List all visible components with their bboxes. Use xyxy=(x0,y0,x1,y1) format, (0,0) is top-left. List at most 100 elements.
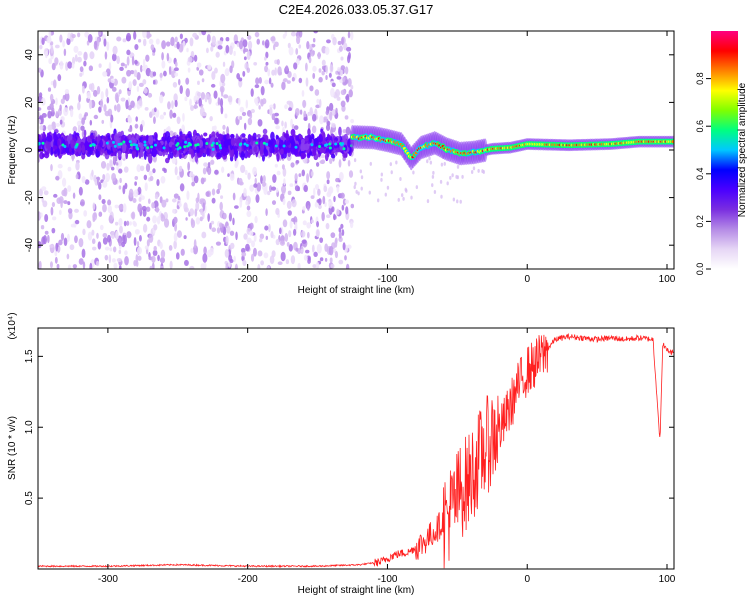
noise-mark xyxy=(96,232,99,239)
noise-mark xyxy=(43,47,49,56)
noise-mark xyxy=(281,120,284,127)
noise-core-mark xyxy=(290,138,296,148)
noise-peak-mark xyxy=(162,146,166,150)
noise-peak-mark xyxy=(342,147,346,151)
noise-mark xyxy=(165,41,171,47)
noise-mark xyxy=(236,73,241,80)
noise-mark xyxy=(308,256,311,262)
noise-peak-mark xyxy=(334,142,338,146)
noise-mark xyxy=(135,116,138,122)
noise-mark xyxy=(67,233,70,242)
noise-core-mark xyxy=(221,146,227,157)
noise-core-mark xyxy=(131,149,137,158)
noise-mark xyxy=(247,117,253,126)
noise-mark xyxy=(193,239,197,249)
noise-mark xyxy=(112,246,117,253)
noise-mark xyxy=(124,250,128,256)
noise-core-mark xyxy=(224,138,229,149)
noise-peak-mark xyxy=(294,145,298,149)
noise-mark xyxy=(197,80,200,85)
noise-mark xyxy=(185,77,190,85)
noise-mark xyxy=(54,256,58,264)
noise-mark xyxy=(142,31,147,39)
noise-mark xyxy=(306,222,312,229)
noise-mark xyxy=(133,189,139,198)
scatter-mark xyxy=(439,179,443,184)
noise-peak-mark xyxy=(129,143,133,147)
noise-mark xyxy=(96,85,101,95)
noise-mark xyxy=(282,219,288,228)
noise-mark xyxy=(186,190,190,201)
noise-core-mark xyxy=(275,138,279,146)
noise-peak-mark xyxy=(143,140,147,144)
noise-mark xyxy=(55,110,59,118)
noise-core-mark xyxy=(50,146,54,156)
noise-mark xyxy=(163,168,167,174)
noise-mark xyxy=(319,257,324,262)
noise-mark xyxy=(261,181,267,187)
noise-mark xyxy=(114,204,119,209)
noise-peak-mark xyxy=(41,141,45,145)
noise-mark xyxy=(159,72,163,78)
scatter-mark xyxy=(357,191,360,196)
noise-mark xyxy=(59,119,63,125)
noise-mark xyxy=(190,50,195,58)
noise-mark xyxy=(59,34,63,43)
scatter-mark xyxy=(369,161,372,166)
noise-mark xyxy=(350,118,355,124)
noise-mark xyxy=(229,173,235,181)
scatter-mark xyxy=(440,194,443,199)
noise-mark xyxy=(49,244,54,248)
noise-mark xyxy=(291,217,296,222)
noise-mark xyxy=(118,168,123,174)
noise-mark xyxy=(312,264,317,269)
noise-mark xyxy=(258,77,262,84)
noise-mark xyxy=(126,56,130,66)
noise-mark xyxy=(295,247,299,252)
noise-mark xyxy=(55,175,60,181)
noise-mark xyxy=(303,116,308,121)
scatter-mark xyxy=(355,189,358,194)
noise-mark xyxy=(103,38,107,47)
noise-mark xyxy=(299,109,303,115)
x-tick-label: 0 xyxy=(524,274,530,285)
noise-mark xyxy=(334,89,341,98)
noise-mark xyxy=(298,44,302,49)
noise-mark xyxy=(98,211,103,217)
noise-mark xyxy=(189,265,195,269)
noise-mark xyxy=(107,78,112,83)
noise-mark xyxy=(250,108,255,114)
noise-mark xyxy=(70,223,75,228)
noise-mark xyxy=(222,82,226,87)
noise-mark xyxy=(49,93,54,102)
noise-mark xyxy=(217,45,223,50)
noise-mark xyxy=(106,41,110,51)
noise-mark xyxy=(326,39,331,44)
noise-mark xyxy=(43,190,49,196)
noise-mark xyxy=(174,166,178,176)
noise-mark xyxy=(314,201,319,208)
noise-mark xyxy=(206,31,212,34)
noise-mark xyxy=(284,104,288,110)
noise-mark xyxy=(66,253,70,260)
snr-marks xyxy=(38,333,674,569)
noise-core-mark xyxy=(44,151,50,159)
noise-mark xyxy=(121,76,127,84)
noise-mark xyxy=(260,175,263,184)
noise-mark xyxy=(174,61,178,68)
scatter-mark xyxy=(432,170,435,175)
noise-mark xyxy=(271,186,277,191)
noise-mark xyxy=(150,44,155,51)
noise-mark xyxy=(148,38,154,45)
noise-core-mark xyxy=(280,135,286,141)
noise-mark xyxy=(245,200,249,206)
noise-mark xyxy=(271,200,277,205)
noise-mark xyxy=(285,259,290,265)
noise-mark xyxy=(217,97,221,106)
noise-mark xyxy=(325,64,328,75)
noise-mark xyxy=(209,222,212,230)
scatter-mark xyxy=(376,198,380,203)
noise-mark xyxy=(145,163,151,173)
noise-mark xyxy=(74,54,78,62)
noise-mark xyxy=(222,61,226,67)
